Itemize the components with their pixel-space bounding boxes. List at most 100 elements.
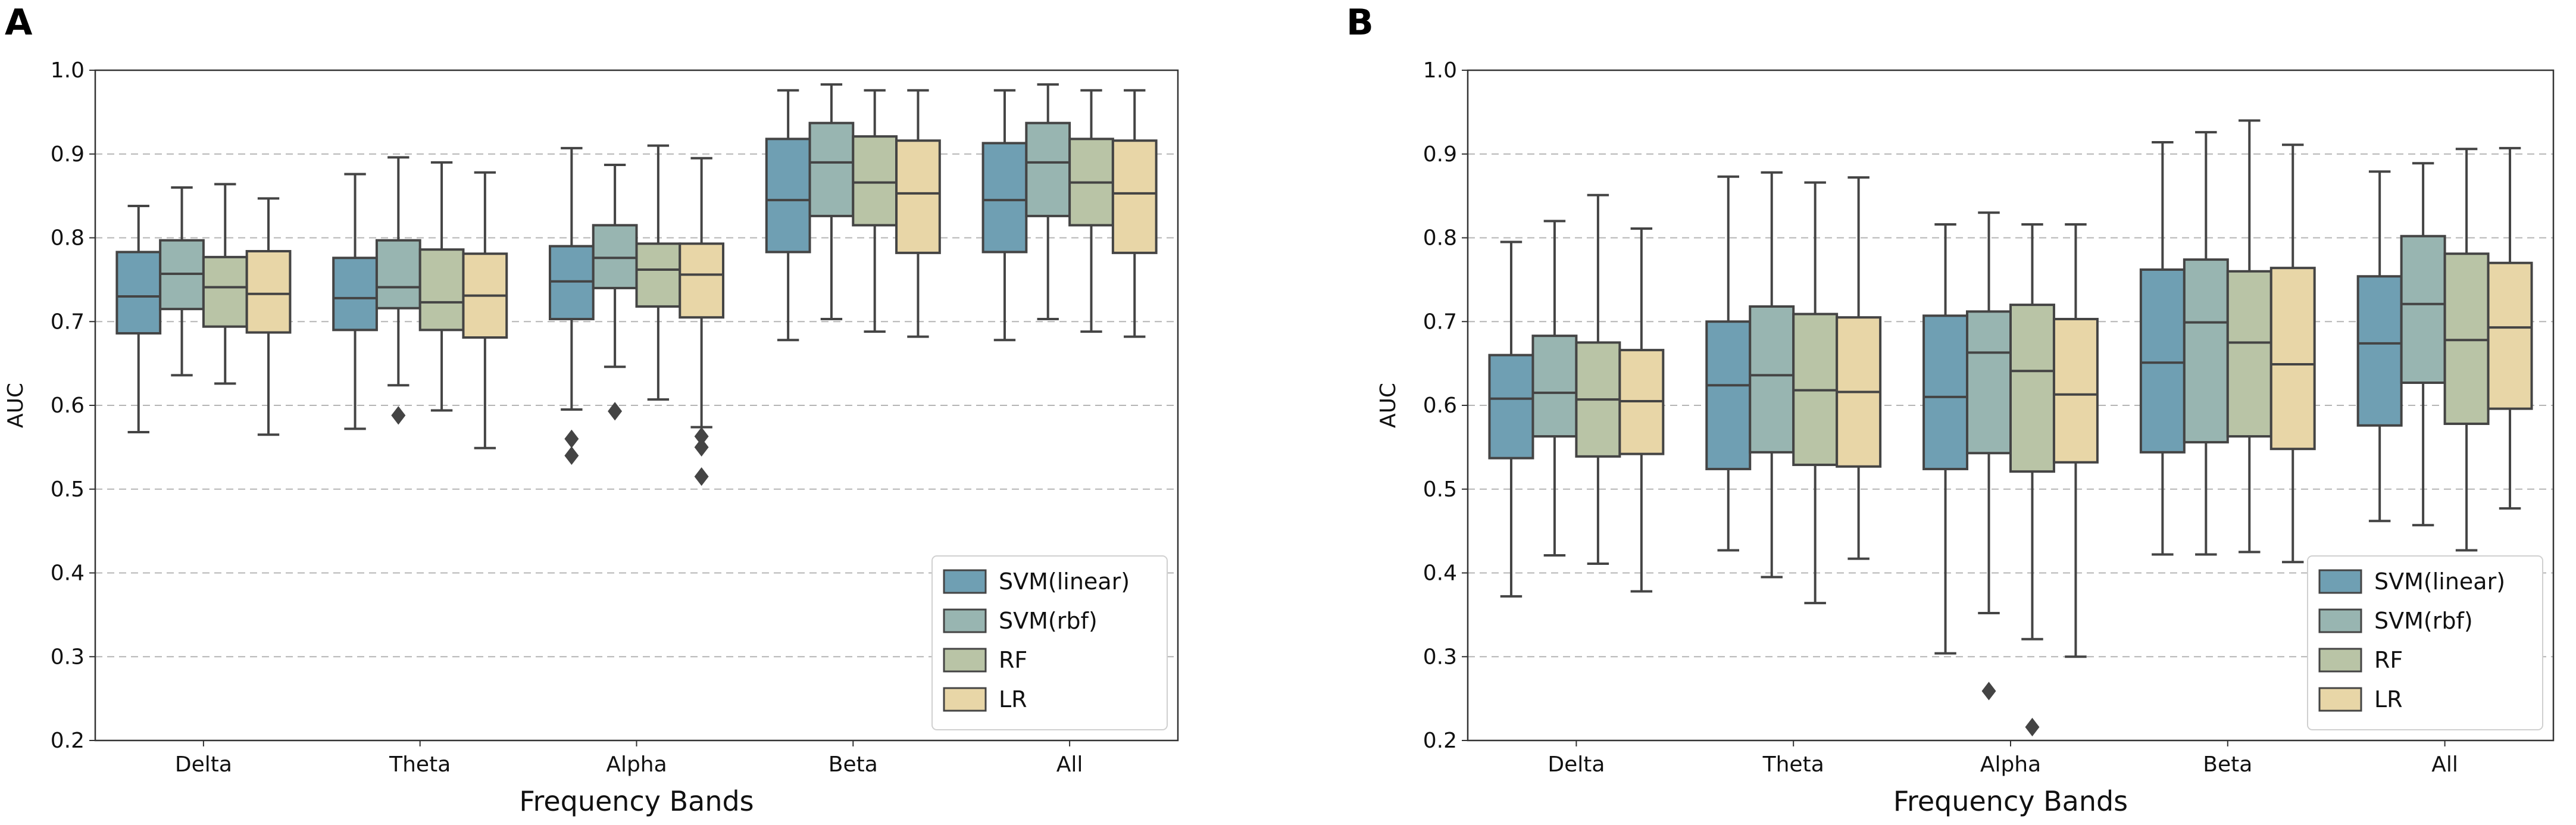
box-iqr — [895, 139, 941, 254]
box-lr-delta — [1618, 227, 1665, 593]
legend-swatch — [943, 569, 987, 594]
box-lr-alpha — [2052, 223, 2099, 658]
box-rf-delta — [202, 183, 248, 385]
box-svm-rbf--beta — [808, 83, 855, 321]
box-svm-linear--theta — [332, 173, 378, 430]
box-rf-all — [1068, 89, 1114, 333]
x-tick-label: Theta — [389, 752, 451, 777]
box-iqr — [1111, 139, 1158, 254]
x-tick-label: Delta — [175, 752, 232, 777]
box-iqr — [2443, 252, 2490, 425]
box-iqr — [765, 138, 811, 254]
box-svm-linear--all — [981, 89, 1028, 342]
y-axis-label: AUC — [1376, 383, 1400, 428]
box-iqr — [2183, 258, 2229, 443]
box-svm-linear--theta — [1705, 175, 1752, 552]
x-tick-label: Beta — [829, 752, 878, 777]
box-svm-rbf--delta — [1531, 220, 1578, 557]
box-svm-rbf--theta — [1749, 171, 1795, 579]
box-rf-theta — [1792, 181, 1839, 605]
box-svm-rbf--delta — [159, 186, 205, 377]
legend-swatch — [2318, 648, 2362, 673]
legend-label: SVM(linear) — [999, 568, 1130, 595]
outlier-point — [694, 427, 709, 446]
box-rf-all — [2443, 148, 2490, 552]
box-iqr — [375, 239, 421, 310]
y-tick-label: 0.9 — [1423, 142, 1457, 167]
box-iqr — [2487, 261, 2533, 410]
box-lr-theta — [462, 171, 508, 449]
box-svm-linear--delta — [115, 205, 162, 434]
box-svm-linear--beta — [2139, 141, 2186, 556]
x-tick-label: Alpha — [606, 752, 667, 777]
legend-label: SVM(linear) — [2374, 568, 2505, 595]
y-tick-label: 0.8 — [1423, 226, 1457, 251]
legend-label: SVM(rbf) — [2374, 608, 2473, 634]
box-svm-linear--all — [2356, 170, 2403, 523]
legend-swatch — [2318, 608, 2362, 633]
box-svm-rbf--all — [1025, 83, 1071, 321]
box-rf-beta — [2226, 119, 2272, 554]
y-tick-label: 0.6 — [1423, 393, 1457, 418]
box-rf-beta — [852, 89, 898, 333]
y-tick-label: 0.5 — [1423, 477, 1457, 502]
box-iqr — [332, 257, 378, 332]
outlier-point — [2025, 717, 2040, 737]
box-iqr — [202, 255, 248, 328]
y-tick-label: 0.3 — [1423, 645, 1457, 669]
box-iqr — [548, 245, 595, 321]
box-lr-alpha — [679, 157, 725, 486]
plot-frame — [1467, 69, 2555, 742]
box-iqr — [592, 224, 638, 289]
x-tick-label: All — [1056, 752, 1083, 777]
legend: SVM(linear) SVM(rbf) RF LR — [931, 555, 1168, 730]
y-tick-label: 0.6 — [51, 393, 85, 418]
box-svm-rbf--beta — [2183, 131, 2229, 556]
x-tick-label: Theta — [1762, 752, 1824, 777]
box-lr-beta — [895, 89, 941, 338]
box-iqr — [1488, 354, 1534, 460]
box-svm-linear--beta — [765, 89, 811, 342]
legend: SVM(linear) SVM(rbf) RF LR — [2307, 555, 2543, 730]
box-lr-theta — [1836, 176, 1882, 560]
x-axis-label: Frequency Bands — [1893, 785, 2128, 817]
box-iqr — [635, 242, 681, 308]
box-iqr — [1922, 314, 1969, 470]
outlier-point — [608, 402, 623, 421]
legend-swatch — [943, 608, 987, 633]
box-lr-delta — [245, 197, 292, 436]
box-svm-linear--alpha — [1922, 223, 1969, 655]
x-tick-label: Delta — [1548, 752, 1605, 777]
panel-b: B 0.2 0.3 0.4 0.5 0.6 0.7 0.8 0.9 1.0 Delta Theta Al… — [1346, 2, 2555, 817]
box-iqr — [2139, 268, 2186, 454]
box-iqr — [2400, 235, 2446, 384]
x-tick-label: Beta — [2203, 752, 2252, 777]
outlier-point — [564, 429, 579, 448]
x-axis-label: Frequency Bands — [519, 785, 754, 817]
panel-a: A 0.2 0.3 0.4 0.5 0.6 0.7 0.8 0.9 1.0 Delta Theta Al… — [4, 2, 1179, 817]
y-tick-label: 1.0 — [51, 58, 85, 83]
box-svm-linear--delta — [1488, 240, 1534, 598]
box-iqr — [1531, 335, 1578, 438]
x-tick-label: All — [2431, 752, 2458, 777]
outlier-point — [1981, 682, 1996, 701]
box-lr-beta — [2269, 143, 2316, 564]
y-tick-label: 1.0 — [1423, 58, 1457, 83]
y-tick-label: 0.2 — [51, 729, 85, 753]
box-lr-all — [1111, 89, 1158, 338]
legend-label: LR — [2374, 686, 2403, 712]
box-rf-theta — [418, 161, 465, 412]
box-svm-rbf--alpha — [1966, 211, 2012, 701]
legend-frame — [931, 555, 1168, 730]
legend-label: RF — [999, 647, 1027, 673]
box-iqr — [981, 142, 1028, 254]
box-iqr — [852, 135, 898, 227]
box-iqr — [679, 242, 725, 319]
legend-label: RF — [2374, 647, 2403, 673]
box-iqr — [2356, 275, 2403, 427]
y-tick-label: 0.2 — [1423, 729, 1457, 753]
box-lr-all — [2487, 146, 2533, 510]
box-rf-alpha — [2009, 223, 2055, 737]
legend-label: SVM(rbf) — [999, 608, 1098, 634]
